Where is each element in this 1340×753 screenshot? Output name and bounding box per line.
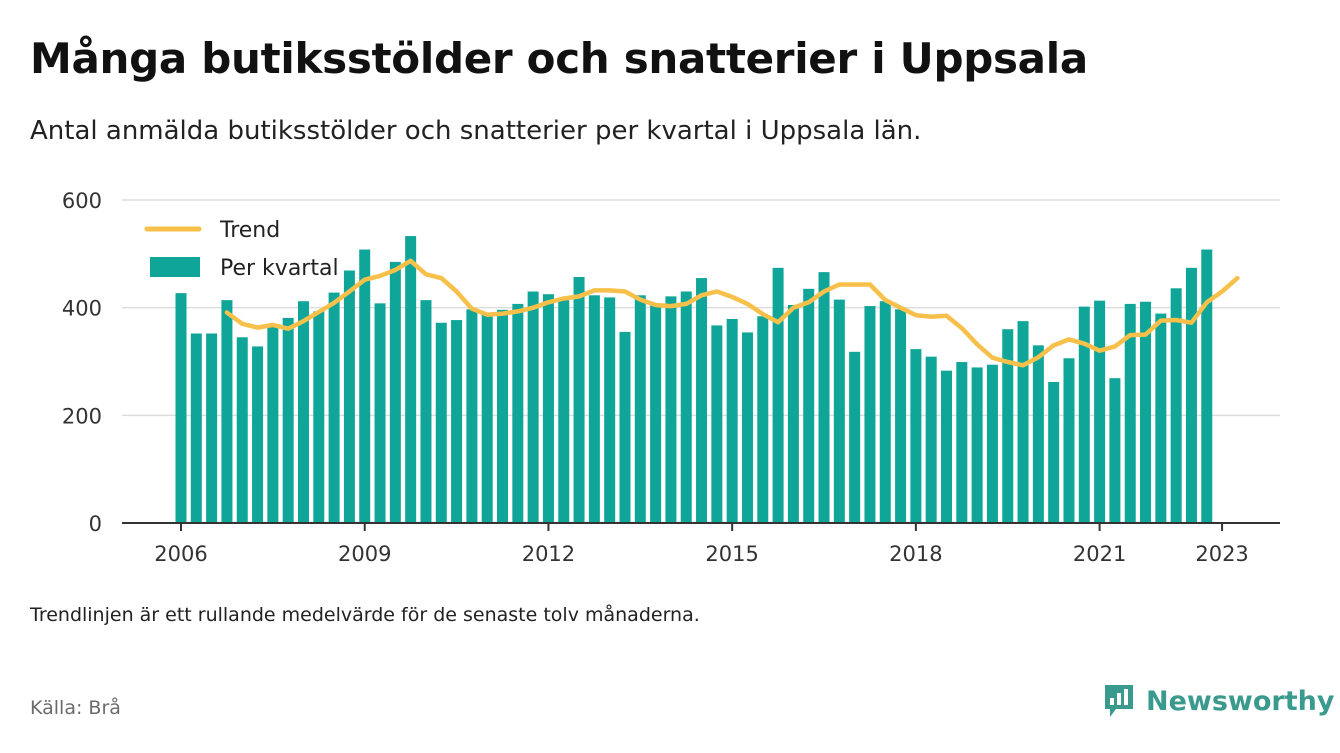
bar — [895, 309, 907, 523]
bar — [925, 356, 937, 523]
bar — [588, 295, 600, 523]
bar — [389, 261, 401, 523]
bar — [1170, 288, 1182, 523]
x-tick-label: 2015 — [705, 542, 758, 566]
bar — [282, 317, 294, 523]
newsworthy-logo-icon — [1105, 685, 1133, 717]
chart-subtitle: Antal anmälda butiksstölder och snatteri… — [30, 116, 922, 146]
bar — [221, 300, 233, 523]
bar — [741, 332, 753, 523]
x-tick-label: 2009 — [338, 542, 391, 566]
brand-name: Newsworthy — [1146, 685, 1335, 717]
bar — [787, 304, 799, 523]
bar — [573, 276, 585, 523]
trend-layer — [224, 258, 1240, 368]
x-tick-label: 2021 — [1073, 542, 1126, 566]
legend-label: Trend — [219, 218, 280, 243]
bar — [803, 288, 815, 523]
bar — [297, 301, 309, 523]
bar — [665, 296, 677, 523]
bar — [236, 337, 248, 523]
bar — [711, 325, 723, 523]
source-label: Källa: Brå — [30, 697, 121, 719]
bar — [1094, 300, 1106, 523]
brand-logo[interactable]: Newsworthy — [1102, 682, 1334, 720]
bar — [466, 309, 478, 523]
chart-title: Många butiksstölder och snatterier i Upp… — [30, 34, 1088, 83]
bar — [1109, 378, 1121, 523]
y-tick-label: 400 — [62, 297, 102, 321]
bar — [818, 272, 830, 523]
bar — [497, 309, 509, 523]
bar — [206, 333, 218, 523]
bar — [941, 370, 952, 523]
bar — [420, 300, 432, 523]
bar — [1063, 358, 1075, 523]
bar — [833, 299, 845, 523]
bar — [1124, 303, 1136, 523]
axis-layer: 0 200 400 600 2006 2009 2012 2015 2018 2021 2023 — [62, 189, 1280, 566]
bar — [451, 320, 463, 523]
x-tick-label: 2023 — [1195, 542, 1248, 566]
bar — [757, 316, 769, 523]
bar — [252, 346, 264, 523]
bar — [864, 306, 876, 523]
bar — [956, 362, 968, 523]
bar — [435, 322, 447, 523]
bar — [1155, 313, 1167, 523]
bar — [359, 249, 371, 523]
bar — [343, 270, 355, 523]
bar — [1201, 249, 1213, 523]
bar — [1140, 301, 1152, 523]
bar — [1017, 321, 1029, 523]
bar — [971, 367, 983, 523]
bar — [175, 293, 187, 523]
bar — [512, 303, 524, 523]
bar — [1032, 345, 1044, 523]
bar — [680, 291, 692, 523]
y-tick-label: 200 — [62, 404, 102, 428]
bar — [405, 236, 417, 523]
bar — [879, 301, 891, 523]
bar-layer — [175, 236, 1213, 523]
bar — [328, 292, 340, 523]
x-tick-label: 2006 — [154, 542, 207, 566]
y-tick-label: 600 — [62, 189, 102, 213]
bar — [772, 267, 784, 523]
legend-swatch-per-kvartal — [150, 257, 200, 277]
bar — [634, 295, 646, 523]
bar — [650, 304, 662, 523]
bar — [910, 349, 922, 523]
bar — [1048, 381, 1060, 523]
trend-line — [224, 258, 1240, 368]
bar — [1078, 306, 1090, 523]
bar — [527, 291, 539, 523]
bar — [374, 303, 386, 523]
y-tick-label: 0 — [89, 512, 102, 536]
bar — [558, 300, 570, 523]
bar — [313, 311, 325, 523]
legend: Trend Per kvartal — [144, 218, 339, 281]
bar — [542, 294, 554, 523]
x-tick-label: 2012 — [522, 542, 575, 566]
bar — [267, 326, 279, 523]
bar-chart: 0 200 400 600 2006 2009 2012 2015 2018 2021 2023 T… — [62, 189, 1280, 566]
footnote: Trendlinjen är ett rullande medelvärde f… — [30, 604, 700, 626]
bar — [1002, 329, 1014, 523]
bar — [849, 351, 861, 523]
bar — [619, 331, 631, 523]
bar — [696, 278, 708, 523]
bar — [1185, 267, 1197, 523]
bar — [190, 333, 202, 523]
bar — [986, 364, 998, 523]
bar — [481, 314, 493, 523]
bar — [726, 318, 738, 523]
bar — [604, 297, 616, 523]
legend-label: Per kvartal — [220, 256, 339, 281]
x-tick-label: 2018 — [889, 542, 942, 566]
